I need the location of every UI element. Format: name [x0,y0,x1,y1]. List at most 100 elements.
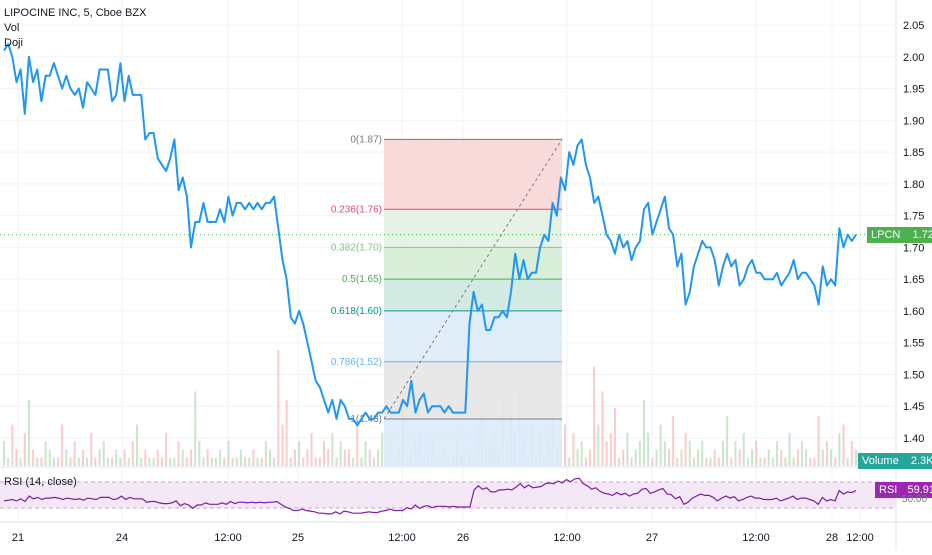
volume-bar [589,449,592,466]
y-axis-tick-label: 1.95 [903,84,924,96]
volume-tag-value: 2.3K [910,455,932,467]
price-series-line[interactable] [3,43,857,427]
volume-bar [701,441,704,466]
volume-bar [227,441,230,466]
volume-bar [223,457,226,466]
volume-bar [659,424,662,466]
rsi-legend[interactable]: RSI (14, close) [4,476,77,488]
volume-bar [123,449,126,466]
volume-bar [821,449,824,466]
fib-trend-line[interactable] [383,139,563,420]
volume-bar [347,449,350,466]
volume-bar [784,457,787,466]
y-axis-tick-label: 1.65 [903,274,924,286]
volume-bar [173,457,176,466]
volume-bar [181,449,184,466]
fib-zone [384,139,562,210]
volume-bar [855,449,857,466]
volume-indicator-label[interactable]: Vol [4,22,20,34]
volume-bar [23,432,26,466]
y-axis-tick-label: 1.80 [903,179,924,191]
volume-bar [127,457,130,466]
volume-bar [248,457,251,466]
volume-bar [327,449,330,466]
volume-bar [572,432,575,466]
volume-bar [726,416,729,466]
volume-bar [40,457,43,466]
x-axis-tick-label: 26 [457,532,469,544]
volume-bar [15,449,18,466]
volume-bar [709,457,712,466]
volume-bar [684,432,687,466]
volume-bar [834,457,837,466]
volume-bar [219,449,222,466]
volume-bar [140,457,143,466]
rsi-partial-tick: 50.00 [902,494,928,502]
volume-bar [751,449,754,466]
volume-bar [634,449,637,466]
volume-bar [776,441,779,466]
volume-bar [281,424,284,466]
volume-bar [759,457,762,466]
volume-bar [198,441,201,466]
volume-bar [252,449,255,466]
x-axis-tick-label: 25 [292,532,304,544]
rsi-tag-value: 59.91 [907,484,932,496]
volume-bar [813,457,816,466]
volume-bar [306,449,309,466]
volume-bar [165,432,168,466]
volume-bar [36,457,39,466]
volume-bar [755,441,758,466]
volume-bar [713,449,716,466]
rsi-band [0,482,896,508]
volume-bar [597,424,600,466]
volume-bar [377,449,380,466]
volume-bar [676,457,679,466]
volume-bar [69,457,72,466]
volume-bar [788,432,791,466]
volume-bar [643,399,646,466]
volume-bar [576,449,579,466]
volume-bar [32,449,35,466]
volume-bar [609,432,612,466]
y-axis-tick-label: 1.85 [903,147,924,159]
volume-bar [360,457,363,466]
volume-bar [830,449,833,466]
volume-bar [190,449,193,466]
volume-bar [717,457,720,466]
volume-bar [268,449,271,466]
volume-bar [206,449,209,466]
rsi-tag-name: RSI [879,484,898,496]
volume-bar [364,441,367,466]
rsi-series-line[interactable] [3,477,857,515]
volume-bar [568,457,571,466]
volume-bar [343,449,346,466]
rsi-tag: RSI 59.91 [875,482,932,498]
volume-bar [605,441,608,466]
volume-bar [102,441,105,466]
y-axis-tick-label: 2.00 [903,52,924,64]
volume-bar [27,399,30,466]
volume-bar [352,457,355,466]
volume-bar [289,457,292,466]
volume-bar [722,441,725,466]
volume-bar [202,457,205,466]
fib-level-label: 0.786(1.52) [331,357,382,368]
volume-bar [273,457,276,466]
volume-bar [160,457,163,466]
volume-bar [98,449,101,466]
volume-bar [809,457,812,466]
symbol-title[interactable]: LIPOCINE INC, 5, Cboe BZX [4,7,147,19]
fib-level-label: 0.382(1.70) [331,242,382,253]
volume-bar [692,457,695,466]
fib-level-label: 1(1.43) [350,414,382,425]
volume-bar [135,424,138,466]
volume-bar [601,391,604,466]
volume-bar [667,449,670,466]
volume-bar [111,457,114,466]
doji-indicator-label[interactable]: Doji [4,37,23,49]
volume-bar [825,441,828,466]
price-tag: LPCN 1.72 [867,227,932,243]
